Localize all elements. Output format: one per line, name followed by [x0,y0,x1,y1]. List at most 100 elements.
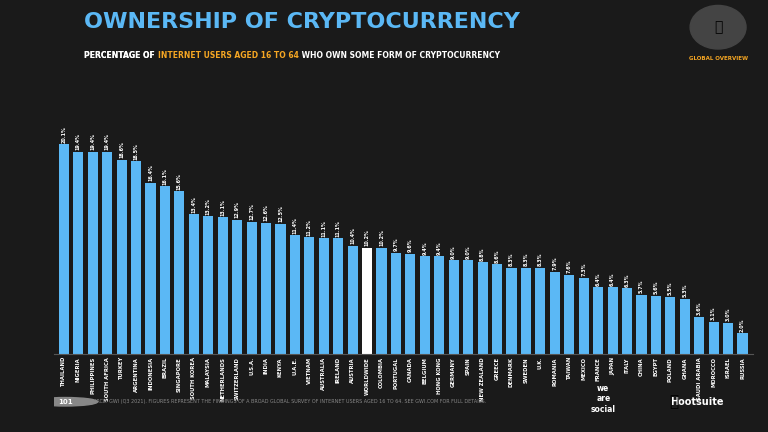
Text: 12.7%: 12.7% [249,203,254,220]
Text: 15.6%: 15.6% [177,173,182,190]
Text: we
are
social: we are social [591,384,616,413]
Bar [73,152,84,354]
Text: 3.1%: 3.1% [711,307,716,320]
Bar [665,297,675,354]
Text: 8.3%: 8.3% [509,253,514,266]
Text: 9.6%: 9.6% [408,239,413,252]
Bar [521,267,531,354]
Bar [737,334,747,354]
Bar [304,237,314,354]
Bar [723,323,733,354]
Text: 12.5%: 12.5% [278,205,283,222]
Bar [622,289,632,354]
Text: 11.1%: 11.1% [321,220,326,237]
Text: 5.7%: 5.7% [639,280,644,293]
Text: 20.1%: 20.1% [61,126,66,143]
Text: 12.9%: 12.9% [235,201,240,218]
Text: 9.4%: 9.4% [422,241,427,254]
Bar [348,246,358,354]
Text: 8.6%: 8.6% [495,249,499,263]
Bar [117,160,127,354]
Bar [709,322,719,354]
Bar [637,295,647,354]
Text: 5.3%: 5.3% [682,284,687,297]
Bar [492,264,502,354]
Text: 11.2%: 11.2% [307,219,312,236]
Bar [376,248,386,354]
Text: 3.0%: 3.0% [726,308,730,321]
Bar [88,152,98,354]
Text: GLOBAL OVERVIEW: GLOBAL OVERVIEW [689,56,747,61]
Bar [593,287,603,354]
Text: 12.6%: 12.6% [263,204,269,221]
Text: 7.6%: 7.6% [567,260,571,273]
Bar [232,219,242,354]
Text: 13.1%: 13.1% [220,199,225,216]
Bar [160,186,170,354]
Text: 8.3%: 8.3% [538,253,543,266]
Text: 11.4%: 11.4% [293,217,297,234]
Text: 6.4%: 6.4% [596,272,601,286]
Text: 101: 101 [58,399,73,405]
Bar [434,256,445,354]
Text: OWNERSHIP OF CRYPTOCURRENCY: OWNERSHIP OF CRYPTOCURRENCY [84,12,521,32]
Bar [680,299,690,354]
Text: 13.4%: 13.4% [191,196,197,213]
Text: 10.4%: 10.4% [350,227,355,244]
Text: 🌍: 🌍 [714,20,722,34]
Bar [650,296,661,354]
Bar [406,254,415,354]
Text: 7.3%: 7.3% [581,263,586,276]
Bar [694,317,704,354]
Text: PERCENTAGE OF: PERCENTAGE OF [84,51,158,60]
Bar [59,144,69,354]
Text: 2.0%: 2.0% [740,318,745,332]
Text: 6.3%: 6.3% [624,273,630,287]
Bar [449,260,458,354]
Circle shape [33,397,98,406]
Bar [204,216,214,354]
Text: 2022: 2022 [12,53,65,72]
Text: SOURCE: GWI (Q3 2021). FIGURES REPRESENT THE FINDINGS OF A BROAD GLOBAL SURVEY O: SOURCE: GWI (Q3 2021). FIGURES REPRESENT… [86,399,486,404]
Text: 11.1%: 11.1% [336,220,341,237]
Bar [189,214,199,354]
Text: 9.0%: 9.0% [452,245,456,259]
Text: 19.4%: 19.4% [76,133,81,150]
Text: 7.9%: 7.9% [552,257,558,270]
Text: 16.1%: 16.1% [163,168,167,184]
Bar [333,238,343,354]
Text: 5.6%: 5.6% [654,281,658,294]
Text: 3.6%: 3.6% [697,302,702,315]
Bar [506,267,517,354]
Bar [535,267,545,354]
Bar [362,248,372,354]
Bar [420,256,430,354]
Bar [463,260,473,354]
Bar [478,262,488,354]
Text: 9.4%: 9.4% [437,241,442,254]
Text: INTERNET USERS AGED 16 TO 64: INTERNET USERS AGED 16 TO 64 [158,51,299,60]
Bar [145,183,156,354]
Text: 16.4%: 16.4% [148,165,153,181]
Bar [607,287,617,354]
Bar [102,152,112,354]
Text: Hootsuite: Hootsuite [670,397,723,407]
Text: 5.5%: 5.5% [668,282,673,295]
Bar [550,272,560,354]
Text: WHO OWN SOME FORM OF CRYPTOCURRENCY: WHO OWN SOME FORM OF CRYPTOCURRENCY [299,51,500,60]
Bar [174,191,184,354]
Bar [391,253,401,354]
Text: 8.8%: 8.8% [480,247,485,261]
Bar [131,161,141,354]
Text: 18.6%: 18.6% [119,142,124,159]
Bar [217,217,228,354]
Text: 10.2%: 10.2% [365,229,369,246]
Bar [247,222,257,354]
Text: JAN: JAN [22,26,55,44]
Text: 19.4%: 19.4% [91,133,95,150]
Bar [578,278,589,354]
Text: 19.4%: 19.4% [104,133,110,150]
Text: 13.2%: 13.2% [206,198,210,215]
Text: 8.3%: 8.3% [524,253,528,266]
Text: 10.2%: 10.2% [379,229,384,246]
